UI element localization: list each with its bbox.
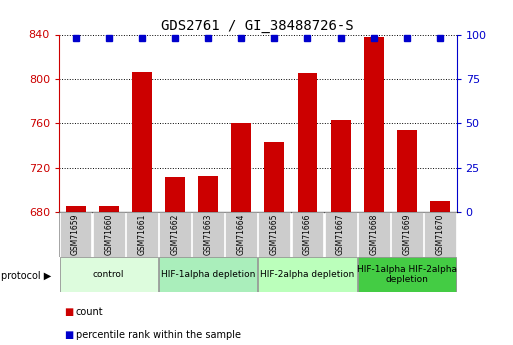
Text: HIF-2alpha depletion: HIF-2alpha depletion [261,270,354,279]
Bar [60,257,157,292]
Bar [132,72,152,212]
Bar [66,206,86,212]
Bar [430,201,450,212]
Bar [358,212,390,257]
Bar [325,212,357,257]
Text: GSM71669: GSM71669 [402,214,411,255]
Bar [259,257,357,292]
Bar [192,212,224,257]
Bar [159,257,257,292]
Bar [364,37,384,212]
Text: control: control [93,270,125,279]
Text: count: count [76,307,104,317]
Text: GSM71661: GSM71661 [137,214,146,255]
Text: GSM71668: GSM71668 [369,214,378,255]
Bar [391,212,423,257]
Text: GSM71663: GSM71663 [204,214,212,255]
Text: percentile rank within the sample: percentile rank within the sample [76,330,241,339]
Bar [231,123,251,212]
Text: GSM71667: GSM71667 [336,214,345,255]
Bar [165,177,185,212]
Bar [331,120,350,212]
Text: HIF-1alpha depletion: HIF-1alpha depletion [161,270,255,279]
Text: GSM71662: GSM71662 [170,214,180,255]
Bar [198,176,218,212]
Bar [98,206,119,212]
Text: GSM71670: GSM71670 [436,214,444,255]
Title: GDS2761 / GI_38488726-S: GDS2761 / GI_38488726-S [162,19,354,33]
Text: GSM71659: GSM71659 [71,214,80,255]
Bar [159,212,191,257]
Bar [291,212,323,257]
Text: GSM71664: GSM71664 [236,214,246,255]
Text: GSM71665: GSM71665 [270,214,279,255]
Bar [60,212,91,257]
Text: GSM71660: GSM71660 [104,214,113,255]
Bar [93,212,125,257]
Text: HIF-1alpha HIF-2alpha
depletion: HIF-1alpha HIF-2alpha depletion [357,265,457,284]
Bar [126,212,157,257]
Text: ■: ■ [64,330,73,339]
Text: ■: ■ [64,307,73,317]
Bar [424,212,456,257]
Text: protocol ▶: protocol ▶ [1,271,51,281]
Bar [397,130,417,212]
Bar [358,257,456,292]
Text: GSM71666: GSM71666 [303,214,312,255]
Bar [298,73,318,212]
Bar [264,142,284,212]
Bar [225,212,257,257]
Bar [259,212,290,257]
